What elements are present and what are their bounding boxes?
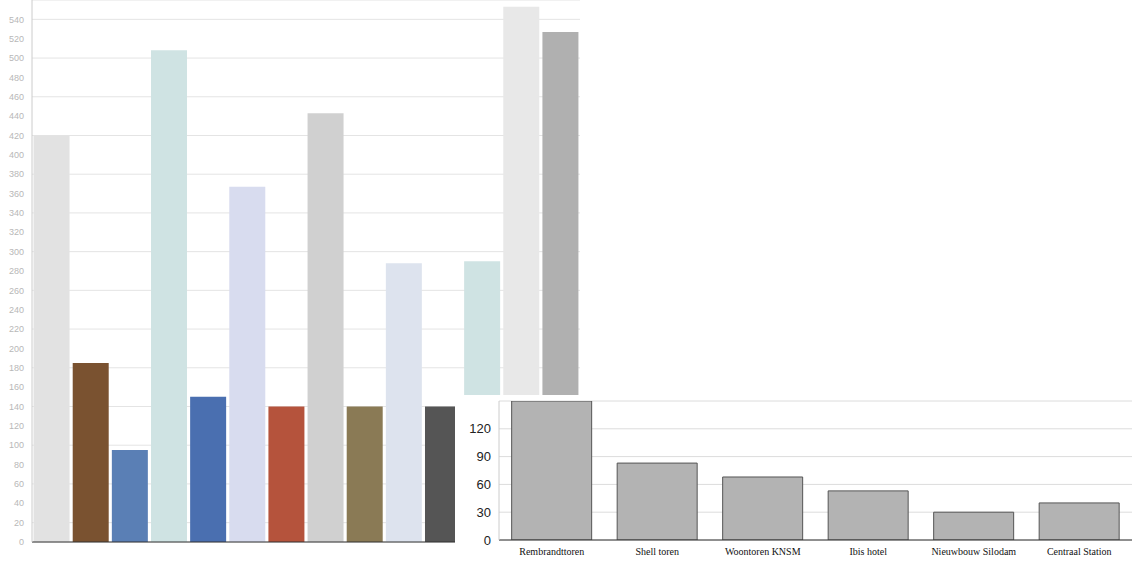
svg-text:100: 100: [9, 440, 24, 450]
svg-text:160: 160: [9, 382, 24, 392]
svg-text:60: 60: [14, 479, 24, 489]
svg-text:220: 220: [9, 324, 24, 334]
svg-text:Nieuwbouw Silodam: Nieuwbouw Silodam: [931, 546, 1016, 557]
svg-text:Ibis hotel: Ibis hotel: [850, 546, 888, 557]
svg-text:30: 30: [477, 505, 491, 520]
svg-text:140: 140: [9, 402, 24, 412]
svg-text:120: 120: [9, 421, 24, 431]
svg-text:90: 90: [477, 449, 491, 464]
svg-text:260: 260: [9, 286, 24, 296]
svg-text:340: 340: [9, 208, 24, 218]
svg-text:Centraal Station: Centraal Station: [1047, 546, 1112, 557]
svg-text:540: 540: [9, 15, 24, 25]
svg-text:Woontoren KNSM: Woontoren KNSM: [725, 546, 801, 557]
svg-text:240: 240: [9, 305, 24, 315]
svg-text:420: 420: [9, 131, 24, 141]
svg-text:0: 0: [19, 537, 24, 547]
svg-text:20: 20: [14, 518, 24, 528]
svg-text:Rembrandttoren: Rembrandttoren: [519, 546, 584, 557]
svg-text:Shell toren: Shell toren: [635, 546, 679, 557]
svg-text:60: 60: [477, 477, 491, 492]
svg-text:460: 460: [9, 92, 24, 102]
svg-text:120: 120: [469, 421, 491, 436]
svg-text:300: 300: [9, 247, 24, 257]
svg-text:440: 440: [9, 111, 24, 121]
svg-text:400: 400: [9, 150, 24, 160]
svg-text:500: 500: [9, 53, 24, 63]
svg-text:80: 80: [14, 460, 24, 470]
svg-text:480: 480: [9, 73, 24, 83]
svg-text:320: 320: [9, 227, 24, 237]
svg-text:180: 180: [9, 363, 24, 373]
svg-text:380: 380: [9, 169, 24, 179]
svg-text:40: 40: [14, 498, 24, 508]
svg-text:280: 280: [9, 266, 24, 276]
svg-text:200: 200: [9, 344, 24, 354]
svg-text:0: 0: [484, 533, 491, 548]
svg-text:520: 520: [9, 34, 24, 44]
svg-text:360: 360: [9, 189, 24, 199]
